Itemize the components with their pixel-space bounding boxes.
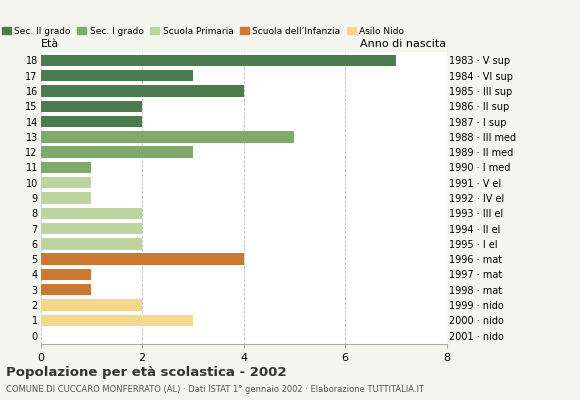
Bar: [41, 131, 295, 142]
Bar: [41, 238, 142, 250]
Text: COMUNE DI CUCCARO MONFERRATO (AL) · Dati ISTAT 1° gennaio 2002 · Elaborazione TU: COMUNE DI CUCCARO MONFERRATO (AL) · Dati…: [6, 385, 424, 394]
Text: Anno di nascita: Anno di nascita: [361, 39, 447, 49]
Bar: [41, 223, 142, 234]
Bar: [41, 162, 92, 173]
Text: Popolazione per età scolastica - 2002: Popolazione per età scolastica - 2002: [6, 366, 287, 379]
Bar: [41, 116, 142, 127]
Bar: [41, 100, 142, 112]
Bar: [41, 314, 193, 326]
Bar: [41, 208, 142, 219]
Text: Età: Età: [41, 39, 59, 49]
Legend: Sec. II grado, Sec. I grado, Scuola Primaria, Scuola dell’Infanzia, Asilo Nido: Sec. II grado, Sec. I grado, Scuola Prim…: [2, 27, 404, 36]
Bar: [41, 269, 92, 280]
Bar: [41, 70, 193, 82]
Bar: [41, 192, 92, 204]
Bar: [41, 299, 142, 311]
Bar: [41, 85, 244, 97]
Bar: [41, 146, 193, 158]
Bar: [41, 177, 92, 188]
Bar: [41, 284, 92, 296]
Bar: [41, 55, 396, 66]
Bar: [41, 254, 244, 265]
